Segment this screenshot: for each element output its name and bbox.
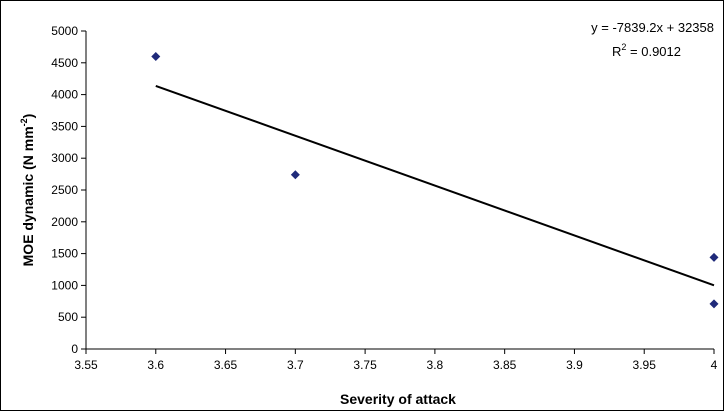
y-axis-title-sup: -2: [19, 118, 29, 126]
x-tick-label: 3.55: [74, 358, 98, 372]
y-tick-label: 4500: [51, 56, 78, 70]
data-point-marker: [290, 170, 300, 180]
x-tick-label: 3.6: [147, 358, 164, 372]
y-tick-label: 5000: [51, 24, 78, 38]
y-tick-label: 2000: [51, 215, 78, 229]
data-point-marker: [151, 51, 161, 61]
x-tick-label: 3.9: [566, 358, 583, 372]
x-axis-title: Severity of attack: [340, 391, 456, 407]
y-tick-label: 2500: [51, 183, 78, 197]
x-tick-label: 3.7: [287, 358, 304, 372]
points-group: [151, 51, 719, 309]
r2-value: = 0.9012: [626, 44, 681, 59]
x-tick-label: 4: [711, 358, 718, 372]
r2-sup: 2: [621, 42, 626, 52]
r2-prefix: R: [612, 44, 621, 59]
axes: 0 500 1000 1500 2000 2500 3000 3500 4000 4500 5000…: [51, 24, 717, 372]
y-tick-label: 3500: [51, 119, 78, 133]
y-axis-title-main: MOE dynamic (N mm: [20, 126, 36, 266]
y-tick-label: 1500: [51, 247, 78, 261]
y-tick-label: 0: [71, 342, 78, 356]
x-tick-label: 3.8: [427, 358, 444, 372]
y-tick-label: 500: [58, 310, 78, 324]
y-axis-title: MOE dynamic (N mm-2): [19, 114, 36, 267]
trendline-equation: y = -7839.2x + 32358: [591, 20, 714, 35]
y-axis-title-close: ): [20, 114, 36, 119]
x-tick-label: 3.95: [633, 358, 657, 372]
trendline-group: [155, 84, 715, 287]
x-tick-label: 3.85: [493, 358, 517, 372]
y-tick-label: 3000: [51, 151, 78, 165]
x-tick-label: 3.65: [214, 358, 238, 372]
trendline: [155, 84, 715, 287]
y-tick-label: 1000: [51, 278, 78, 292]
y-tick-label: 4000: [51, 88, 78, 102]
data-point-marker: [709, 252, 719, 262]
x-tick-label: 3.75: [353, 358, 377, 372]
trendline-r2: R2 = 0.9012: [612, 42, 681, 59]
data-point-marker: [709, 299, 719, 309]
